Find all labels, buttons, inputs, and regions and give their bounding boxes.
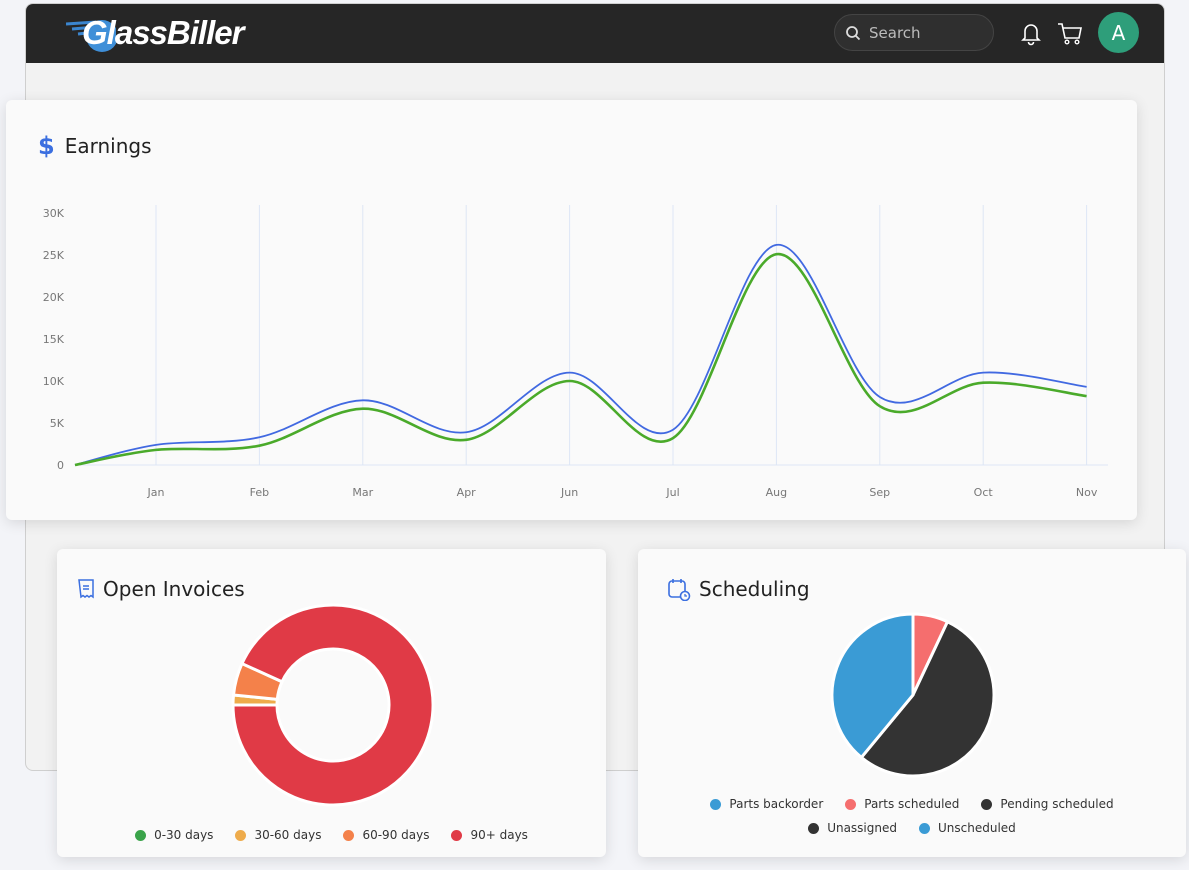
legend-label: 30-60 days	[254, 828, 322, 842]
legend-marker	[845, 798, 857, 810]
legend-item[interactable]: Parts scheduled	[845, 792, 959, 816]
x-tick-label: Jun	[560, 486, 578, 499]
dollar-icon: $	[38, 132, 55, 160]
scheduling-title: Scheduling	[667, 577, 810, 601]
pie-slice-unscheduled[interactable]	[830, 612, 915, 760]
scheduling-card: Scheduling Parts backorder Parts schedule…	[638, 549, 1186, 857]
open-invoices-legend: 0-30 days 30-60 days 60-90 days 90+ days	[57, 823, 606, 847]
search-input[interactable]	[869, 23, 979, 42]
legend-item[interactable]: Unassigned	[808, 816, 897, 840]
scheduling-title-text: Scheduling	[699, 577, 810, 601]
receipt-icon	[78, 579, 94, 599]
open-invoices-title-text: Open Invoices	[103, 577, 245, 601]
y-tick-label: 25K	[43, 249, 65, 262]
earnings-card: $ Earnings Jan Feb Mar Apr Jun Jul Aug Sep Oct No…	[6, 100, 1137, 520]
top-navbar: GlassBiller A	[26, 4, 1164, 63]
y-tick-label: 15K	[43, 333, 65, 346]
x-tick-label: Jan	[147, 486, 165, 499]
bell-icon[interactable]	[1017, 19, 1045, 47]
x-tick-label: Feb	[250, 486, 269, 499]
legend-label: Unassigned	[827, 821, 897, 835]
earnings-series-line-1	[74, 244, 1087, 466]
logo-swoosh-icon	[66, 20, 116, 52]
legend-item[interactable]: 0-30 days	[135, 823, 213, 847]
search-icon	[846, 25, 861, 40]
legend-label: Parts backorder	[729, 797, 824, 811]
x-tick-label: Mar	[352, 486, 373, 499]
legend-item[interactable]: 60-90 days	[343, 823, 429, 847]
open-invoices-card: Open Invoices 0-30 days 30-60 days 60-90 d…	[57, 549, 606, 857]
legend-label: Parts scheduled	[864, 797, 960, 811]
legend-marker	[919, 822, 930, 834]
legend-item[interactable]: 30-60 days	[235, 823, 321, 847]
x-tick-label: Aug	[766, 486, 787, 499]
y-tick-label: 30K	[43, 207, 65, 220]
legend-item[interactable]: 90+ days	[451, 823, 528, 847]
search-box[interactable]	[834, 14, 994, 51]
legend-marker	[808, 822, 820, 834]
y-tick-label: 5K	[50, 417, 65, 430]
x-tick-label: Apr	[457, 486, 477, 499]
x-tick-label: Nov	[1076, 486, 1098, 499]
x-tick-label: Jul	[665, 486, 679, 499]
user-avatar[interactable]: A	[1098, 12, 1139, 53]
legend-label: Pending scheduled	[1000, 797, 1114, 811]
legend-marker	[710, 798, 722, 810]
legend-item[interactable]: Parts backorder	[710, 792, 823, 816]
earnings-title: $ Earnings	[38, 132, 152, 160]
legend-label: 60-90 days	[362, 828, 430, 842]
y-tick-label: 20K	[43, 291, 65, 304]
legend-item[interactable]: Pending scheduled	[981, 792, 1114, 816]
calendar-clock-icon	[668, 579, 691, 601]
glassbiller-logo[interactable]: GlassBiller	[56, 8, 244, 58]
pie-slice-pending-scheduled[interactable]	[859, 619, 996, 778]
legend-marker	[135, 829, 147, 841]
scheduling-pie-chart	[830, 612, 996, 778]
pie-slice-90-days[interactable]	[231, 603, 435, 807]
legend-label: 0-30 days	[154, 828, 214, 842]
earnings-title-text: Earnings	[64, 134, 152, 158]
y-tick-label: 10K	[43, 375, 65, 388]
x-tick-label: Sep	[869, 486, 890, 499]
earnings-line-chart: Jan Feb Mar Apr Jun Jul Aug Sep Oct Nov 0 5K 10K 15K 2…	[43, 205, 1108, 499]
legend-marker	[981, 798, 993, 810]
legend-marker	[451, 829, 463, 841]
scheduling-legend: Parts backorder Parts scheduled Pending sc…	[638, 792, 1186, 840]
legend-label: Unscheduled	[938, 821, 1016, 835]
legend-label: 90+ days	[470, 828, 528, 842]
legend-marker	[235, 829, 247, 841]
earnings-series-line-2	[74, 252, 1087, 467]
legend-item[interactable]: Unscheduled	[919, 816, 1016, 840]
cart-icon[interactable]	[1056, 19, 1084, 47]
legend-marker	[343, 829, 355, 841]
x-tick-label: Oct	[974, 486, 994, 499]
open-invoices-donut-chart	[231, 603, 435, 807]
open-invoices-title: Open Invoices	[77, 577, 245, 601]
y-tick-label: 0	[57, 459, 64, 472]
logo-text: GlassBiller	[82, 14, 244, 51]
